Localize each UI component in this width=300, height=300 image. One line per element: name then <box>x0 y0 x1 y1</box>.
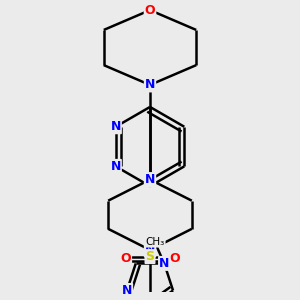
Text: O: O <box>145 4 155 16</box>
Text: N: N <box>110 160 121 173</box>
Text: N: N <box>159 257 169 270</box>
Text: O: O <box>169 252 179 265</box>
Text: N: N <box>122 284 132 297</box>
Text: N: N <box>145 173 155 186</box>
Text: O: O <box>121 252 131 265</box>
Text: N: N <box>145 78 155 92</box>
Text: CH₃: CH₃ <box>146 237 165 247</box>
Text: N: N <box>110 120 121 133</box>
Text: S: S <box>146 250 154 263</box>
Text: N: N <box>145 244 155 256</box>
